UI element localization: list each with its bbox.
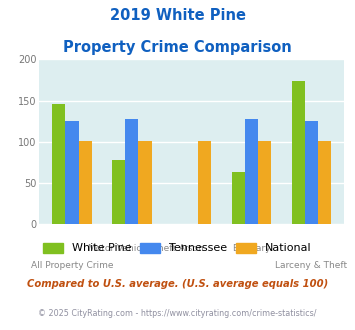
Bar: [52, 104, 65, 224]
Bar: [245, 119, 258, 224]
Bar: [78, 141, 92, 224]
Text: Property Crime Comparison: Property Crime Comparison: [63, 40, 292, 54]
Bar: [112, 160, 125, 224]
Text: Burglary: Burglary: [232, 244, 271, 253]
Bar: [125, 119, 138, 224]
Text: Arson: Arson: [179, 244, 204, 253]
Bar: [65, 121, 78, 224]
Text: © 2025 CityRating.com - https://www.cityrating.com/crime-statistics/: © 2025 CityRating.com - https://www.city…: [38, 309, 317, 317]
Legend: White Pine, Tennessee, National: White Pine, Tennessee, National: [39, 238, 316, 258]
Text: Larceny & Theft: Larceny & Theft: [275, 260, 348, 270]
Bar: [318, 141, 331, 224]
Bar: [198, 141, 212, 224]
Text: 2019 White Pine: 2019 White Pine: [109, 8, 246, 23]
Bar: [138, 141, 152, 224]
Bar: [305, 121, 318, 224]
Text: All Property Crime: All Property Crime: [31, 260, 113, 270]
Bar: [258, 141, 271, 224]
Text: Compared to U.S. average. (U.S. average equals 100): Compared to U.S. average. (U.S. average …: [27, 279, 328, 289]
Bar: [232, 172, 245, 224]
Bar: [292, 81, 305, 224]
Text: Motor Vehicle Theft: Motor Vehicle Theft: [88, 244, 176, 253]
